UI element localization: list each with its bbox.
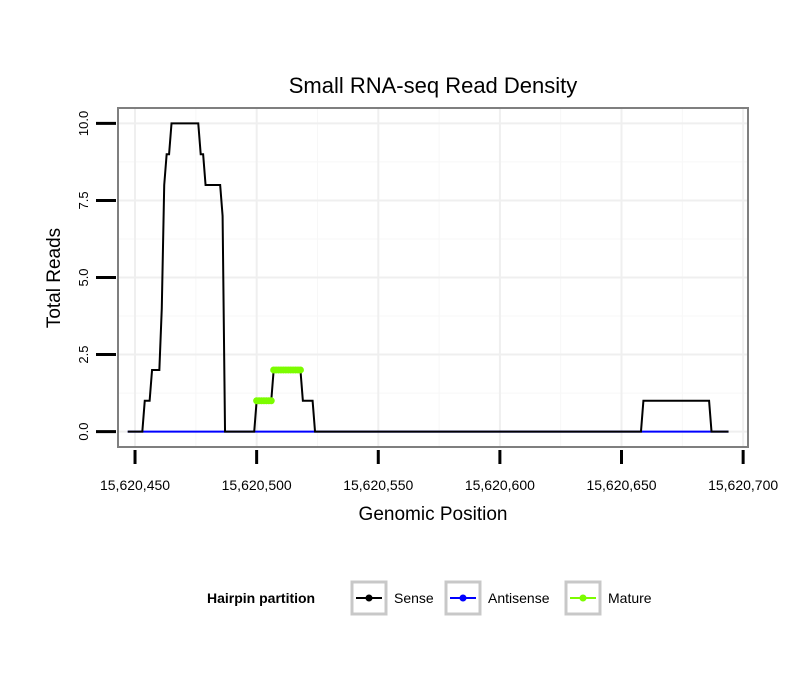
legend-key-point xyxy=(365,594,373,602)
axes: 15,620,450 15,620,500 15,620,550 15,620,600… xyxy=(76,111,778,493)
mature-point xyxy=(296,366,304,374)
y-tick-label: 7.5 xyxy=(76,191,91,209)
legend-key-point xyxy=(459,594,467,602)
y-tick-label: 0.0 xyxy=(76,423,91,441)
legend-key-point xyxy=(579,594,587,602)
x-tick-label: 15,620,550 xyxy=(343,477,413,493)
x-tick-label: 15,620,450 xyxy=(100,477,170,493)
chart-title: Small RNA-seq Read Density xyxy=(289,73,578,98)
plot-panel-border xyxy=(117,107,749,448)
y-tick-label: 10.0 xyxy=(76,111,91,136)
series-layer xyxy=(127,122,729,433)
legend-title: Hairpin partition xyxy=(207,590,315,606)
mature-point xyxy=(267,397,275,405)
x-tick-label: 15,620,600 xyxy=(465,477,535,493)
y-tick-label: 2.5 xyxy=(76,346,91,364)
legend: Hairpin partition Sense Antisense Mature xyxy=(207,580,652,616)
y-axis-label: Total Reads xyxy=(44,228,65,328)
x-tick-label: 15,620,650 xyxy=(586,477,656,493)
legend-label-sense: Sense xyxy=(394,590,434,606)
y-tick-label: 5.0 xyxy=(76,268,91,286)
x-axis-label: Genomic Position xyxy=(359,504,508,525)
grid xyxy=(118,108,748,447)
x-tick-label: 15,620,700 xyxy=(708,477,778,493)
legend-label-mature: Mature xyxy=(608,590,652,606)
series-line-sense xyxy=(127,122,729,433)
legend-label-antisense: Antisense xyxy=(488,590,550,606)
x-tick-label: 15,620,500 xyxy=(222,477,292,493)
